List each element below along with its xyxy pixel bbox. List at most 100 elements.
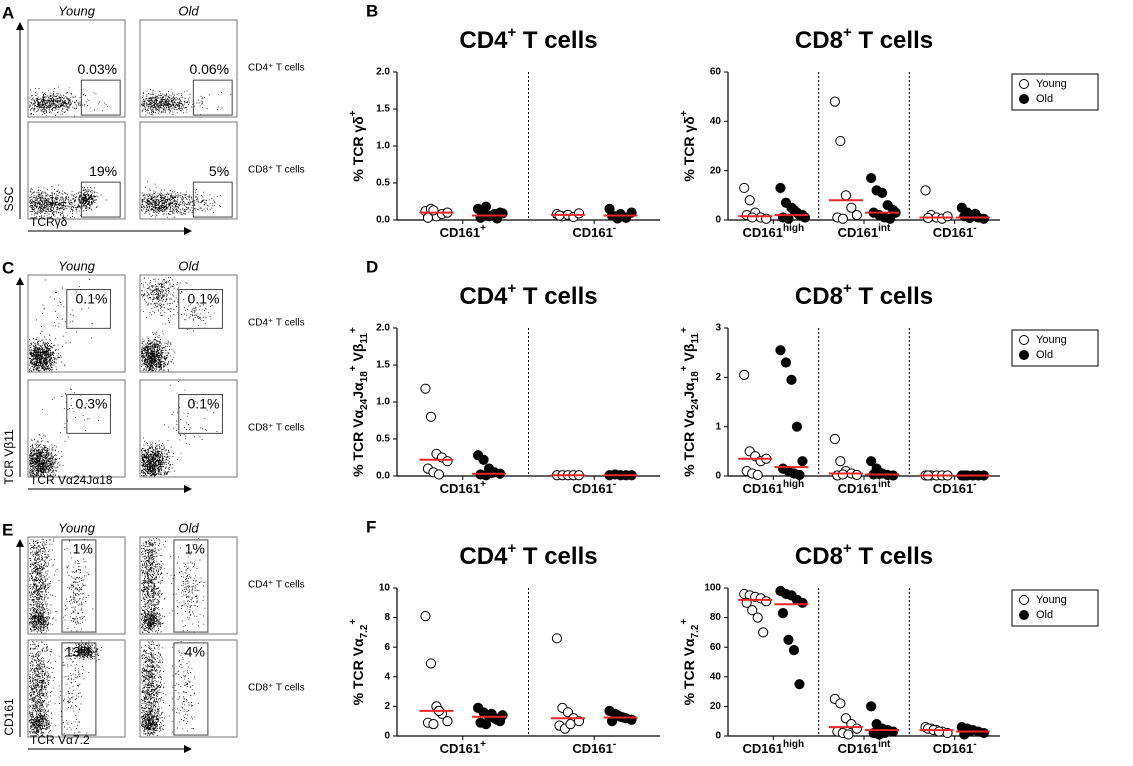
gate-percent: 0.03% (77, 61, 117, 77)
row-label: CD8⁺ T cells (248, 165, 305, 176)
y-label-part: 24 (359, 398, 370, 410)
data-point (425, 658, 437, 669)
y-axis-label: % TCR Vα24Jα18+ Vβ11+ (348, 327, 370, 477)
category-text: CD161 (572, 741, 612, 756)
y-tick-label: 3 (715, 323, 721, 334)
category-sup: + (480, 739, 486, 750)
event-dots (141, 381, 218, 477)
title-sup: + (843, 24, 852, 41)
title-sup: + (507, 280, 516, 297)
y-tick-label: 0.0 (376, 471, 390, 482)
gate (61, 642, 97, 736)
gate (173, 539, 209, 633)
column-header: Young (58, 258, 96, 273)
title-sup: + (843, 280, 852, 297)
y-tick-label: 1.5 (376, 360, 390, 371)
data-point (794, 679, 805, 690)
legend-label: Young (1036, 78, 1067, 90)
title-rest: T cells (516, 543, 597, 570)
data-point (442, 716, 453, 727)
title-main: CD8 (795, 543, 843, 570)
title-rest: T cells (516, 283, 597, 310)
chart-title: CD8+ T cells (795, 540, 933, 570)
data-point (420, 611, 431, 622)
y-label-part: Vβ (681, 343, 697, 365)
event-dots (29, 184, 107, 219)
data-point (783, 634, 794, 645)
data-point (797, 597, 808, 608)
event-dots (29, 388, 100, 477)
data-point (791, 421, 803, 432)
y-label-part: 11 (690, 333, 701, 344)
data-point (835, 135, 846, 147)
y-label-part: % TCR Vα (681, 638, 697, 705)
data-point (752, 469, 763, 481)
data-point (565, 719, 576, 730)
y-arrowhead (16, 539, 24, 547)
legend-label: Old (1036, 349, 1053, 361)
y-axis-label: % TCR Vα7.2+ (679, 618, 701, 705)
gate-percent: 19% (89, 163, 117, 179)
y-tick-label: 0 (715, 215, 721, 226)
data-point (942, 211, 953, 222)
y-tick-label: 40 (710, 116, 722, 127)
category-text: CD161 (743, 225, 783, 240)
category-text: CD161 (743, 481, 783, 496)
title-sup: + (507, 540, 516, 557)
y-tick-label: 20 (710, 701, 722, 712)
data-point (420, 383, 431, 394)
legend-marker (1019, 610, 1029, 620)
category-label: CD161- (933, 479, 977, 496)
data-point (752, 612, 763, 623)
y-axis-label: % TCR Vα24Jα18+ Vβ11+ (679, 327, 701, 477)
x-arrowhead (184, 227, 192, 235)
row-label: CD8⁺ T cells (248, 683, 305, 694)
column-header: Old (178, 258, 199, 273)
plot-frame (27, 639, 126, 738)
data-point (920, 185, 931, 196)
plot-frame (139, 274, 238, 373)
chart-title: CD4+ T cells (459, 24, 597, 54)
category-sup: + (480, 479, 486, 490)
data-point (744, 195, 755, 206)
data-point (478, 454, 489, 465)
gate (178, 394, 223, 434)
title-sup: + (507, 24, 516, 41)
gate-percent: 4% (185, 644, 205, 660)
gate-percent: 0.1% (188, 290, 220, 306)
gate-percent: 5% (209, 163, 229, 179)
data-point (851, 209, 862, 221)
y-tick-label: 1.0 (376, 141, 390, 152)
plot-frame (27, 19, 126, 118)
gate (173, 642, 209, 736)
data-point (829, 433, 840, 445)
data-point (480, 719, 492, 730)
data-point (775, 345, 786, 356)
gate-percent: 1% (185, 541, 205, 557)
category-label: CD161- (933, 223, 977, 240)
category-text: CD161 (838, 225, 878, 240)
data-point (840, 190, 851, 201)
y-label-part: 7.2 (690, 624, 701, 638)
event-dots (29, 86, 109, 117)
y-label-part: % TCR Vα (350, 409, 366, 476)
data-point (829, 96, 840, 107)
category-sup: - (613, 739, 616, 750)
chart-title: CD4+ T cells (459, 540, 597, 570)
x-arrowhead (184, 745, 192, 753)
legend-marker (1019, 595, 1029, 605)
plot-frame (139, 121, 238, 220)
y-label-part: 24 (690, 398, 701, 410)
y-axis-label: % TCR γδ+ (348, 110, 366, 181)
y-label-part: 18 (359, 371, 370, 383)
data-point (797, 456, 808, 467)
gate-percent: 13% (65, 644, 93, 660)
category-label: CD161+ (440, 479, 486, 496)
data-point (480, 201, 492, 212)
y-tick-label: 0 (384, 731, 390, 742)
category-sup: high (783, 479, 804, 490)
data-point (777, 608, 789, 619)
data-point (788, 645, 800, 656)
category-text: CD161 (572, 225, 612, 240)
y-arrowhead (16, 22, 24, 30)
